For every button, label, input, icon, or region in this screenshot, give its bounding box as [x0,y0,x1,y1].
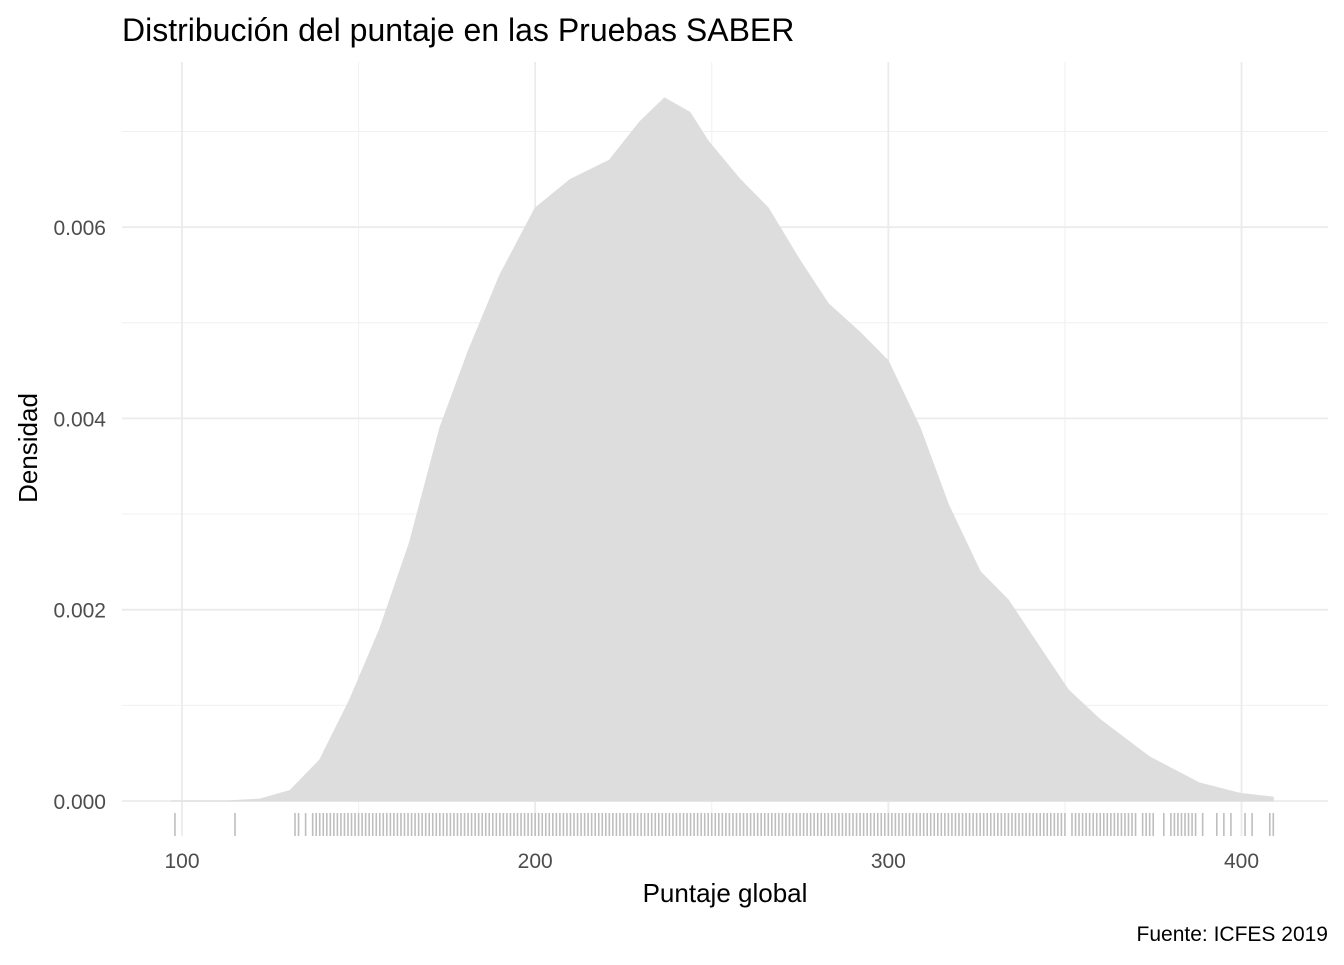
x-tick-label: 200 [518,850,553,873]
y-tick-label: 0.004 [53,408,106,431]
chart-title: Distribución del puntaje en las Pruebas … [122,12,794,48]
x-axis-ticks: 100 200 300 400 [164,850,1259,873]
y-axis-label: Densidad [13,393,43,503]
x-tick-label: 300 [871,850,906,873]
y-axis-ticks: 0.000 0.002 0.004 0.006 [53,217,106,814]
x-axis-label: Puntaje global [643,878,808,908]
x-tick-label: 100 [164,850,199,873]
y-tick-label: 0.000 [53,791,106,814]
x-tick-label: 400 [1224,850,1259,873]
caption: Fuente: ICFES 2019 [1137,923,1328,946]
density-area [170,97,1274,802]
rug [174,813,1275,836]
y-tick-label: 0.002 [53,600,106,623]
y-tick-label: 0.006 [53,217,106,240]
